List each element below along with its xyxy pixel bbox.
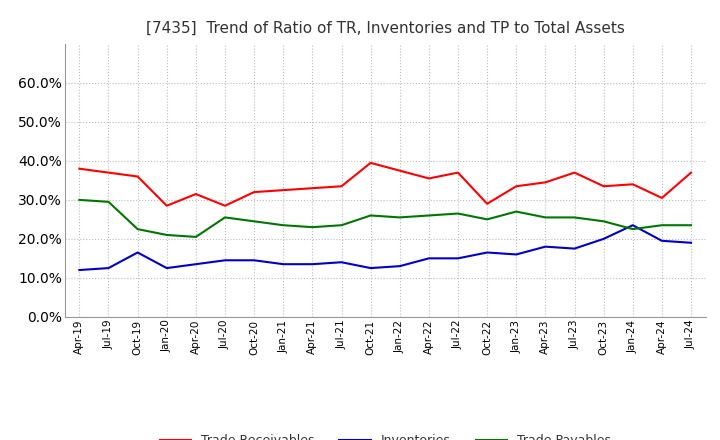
Trade Receivables <box>425 176 433 181</box>
Trade Receivables <box>250 190 258 195</box>
Inventories <box>250 258 258 263</box>
Inventories <box>279 261 287 267</box>
Inventories <box>75 268 84 273</box>
Inventories <box>337 260 346 265</box>
Inventories <box>687 240 696 246</box>
Line: Trade Payables: Trade Payables <box>79 200 691 237</box>
Inventories <box>104 265 113 271</box>
Line: Inventories: Inventories <box>79 225 691 270</box>
Inventories <box>454 256 462 261</box>
Trade Receivables <box>337 183 346 189</box>
Legend: Trade Receivables, Inventories, Trade Payables: Trade Receivables, Inventories, Trade Pa… <box>155 429 616 440</box>
Inventories <box>220 258 229 263</box>
Trade Payables <box>279 223 287 228</box>
Inventories <box>425 256 433 261</box>
Trade Payables <box>133 227 142 232</box>
Inventories <box>395 264 404 269</box>
Trade Receivables <box>454 170 462 175</box>
Trade Receivables <box>133 174 142 179</box>
Trade Payables <box>629 227 637 232</box>
Inventories <box>541 244 550 249</box>
Trade Receivables <box>192 191 200 197</box>
Trade Receivables <box>599 183 608 189</box>
Trade Receivables <box>629 182 637 187</box>
Trade Receivables <box>483 201 492 206</box>
Line: Trade Receivables: Trade Receivables <box>79 163 691 206</box>
Trade Payables <box>541 215 550 220</box>
Trade Receivables <box>657 195 666 201</box>
Inventories <box>483 250 492 255</box>
Inventories <box>308 261 317 267</box>
Trade Receivables <box>687 170 696 175</box>
Trade Payables <box>454 211 462 216</box>
Trade Payables <box>104 199 113 205</box>
Trade Payables <box>599 219 608 224</box>
Inventories <box>366 265 375 271</box>
Trade Payables <box>483 217 492 222</box>
Inventories <box>570 246 579 251</box>
Title: [7435]  Trend of Ratio of TR, Inventories and TP to Total Assets: [7435] Trend of Ratio of TR, Inventories… <box>145 21 625 36</box>
Trade Receivables <box>366 160 375 165</box>
Trade Payables <box>192 234 200 239</box>
Trade Payables <box>250 219 258 224</box>
Trade Payables <box>395 215 404 220</box>
Trade Receivables <box>220 203 229 209</box>
Trade Payables <box>687 223 696 228</box>
Trade Receivables <box>512 183 521 189</box>
Trade Payables <box>220 215 229 220</box>
Trade Payables <box>512 209 521 214</box>
Trade Receivables <box>541 180 550 185</box>
Trade Payables <box>308 224 317 230</box>
Trade Receivables <box>279 187 287 193</box>
Inventories <box>192 261 200 267</box>
Trade Payables <box>75 197 84 202</box>
Trade Payables <box>337 223 346 228</box>
Trade Receivables <box>75 166 84 171</box>
Trade Payables <box>366 213 375 218</box>
Inventories <box>133 250 142 255</box>
Inventories <box>512 252 521 257</box>
Trade Receivables <box>104 170 113 175</box>
Trade Receivables <box>395 168 404 173</box>
Inventories <box>657 238 666 243</box>
Trade Receivables <box>570 170 579 175</box>
Trade Payables <box>570 215 579 220</box>
Trade Payables <box>657 223 666 228</box>
Inventories <box>599 236 608 242</box>
Inventories <box>163 265 171 271</box>
Trade Payables <box>163 232 171 238</box>
Trade Payables <box>425 213 433 218</box>
Trade Receivables <box>163 203 171 209</box>
Inventories <box>629 223 637 228</box>
Trade Receivables <box>308 186 317 191</box>
